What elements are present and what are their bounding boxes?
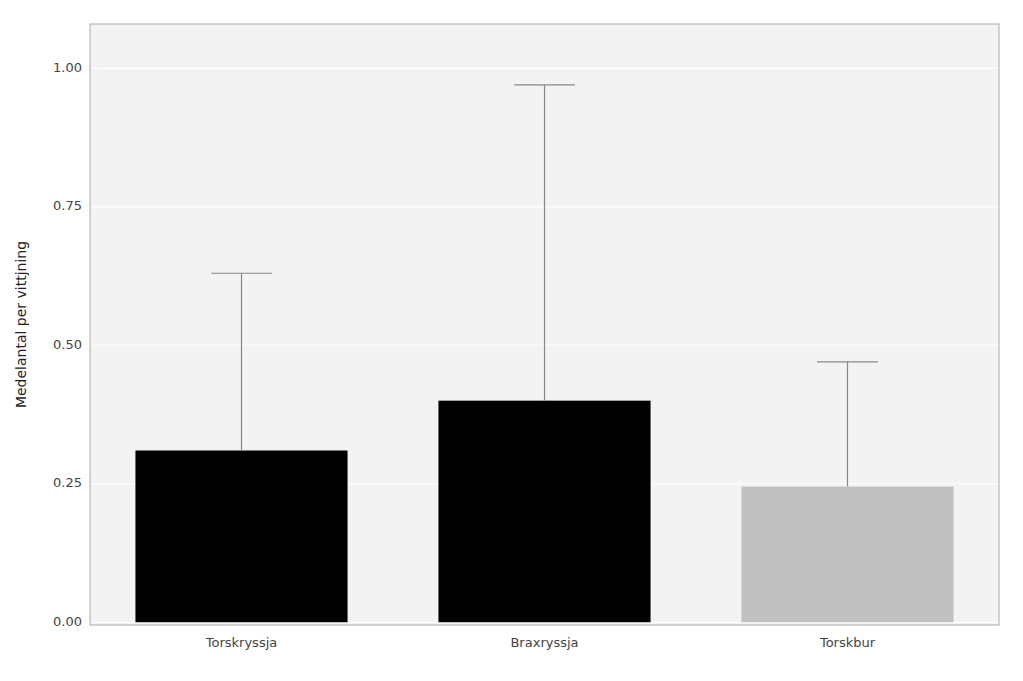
y-tick-label: 0.00 bbox=[53, 614, 82, 629]
plot-frame bbox=[90, 24, 999, 625]
y-tick-label: 0.75 bbox=[53, 198, 82, 213]
error-bar-stem bbox=[241, 273, 242, 450]
bar bbox=[135, 451, 347, 623]
error-bar bbox=[211, 273, 272, 450]
chart-container: 0.00 0.25 0.50 0.75 1.00 Torskryssja Braxryssj… bbox=[0, 0, 1023, 681]
error-bar-stem bbox=[544, 85, 545, 401]
error-bar-cap bbox=[817, 361, 878, 362]
x-tick-label: Torskryssja bbox=[205, 635, 278, 650]
error-bar-cap bbox=[514, 84, 575, 85]
x-tick-label: Torskbur bbox=[819, 635, 876, 650]
x-tick-label: Braxryssja bbox=[510, 635, 578, 650]
error-bar bbox=[514, 85, 575, 401]
chart: 0.00 0.25 0.50 0.75 1.00 Torskryssja Braxryssj… bbox=[0, 0, 1023, 681]
plot-background bbox=[90, 24, 999, 625]
plot-area bbox=[135, 85, 953, 622]
bar bbox=[741, 487, 953, 623]
error-bar-cap bbox=[211, 273, 272, 274]
y-tick-label: 0.50 bbox=[53, 337, 82, 352]
grid-line bbox=[90, 68, 999, 69]
error-bar-stem bbox=[847, 362, 848, 487]
error-bar bbox=[817, 362, 878, 487]
y-tick-label: 0.25 bbox=[53, 475, 82, 490]
y-axis-label: Medelantal per vittjning bbox=[13, 241, 29, 408]
y-tick-label: 1.00 bbox=[53, 60, 82, 75]
bar bbox=[438, 401, 650, 623]
